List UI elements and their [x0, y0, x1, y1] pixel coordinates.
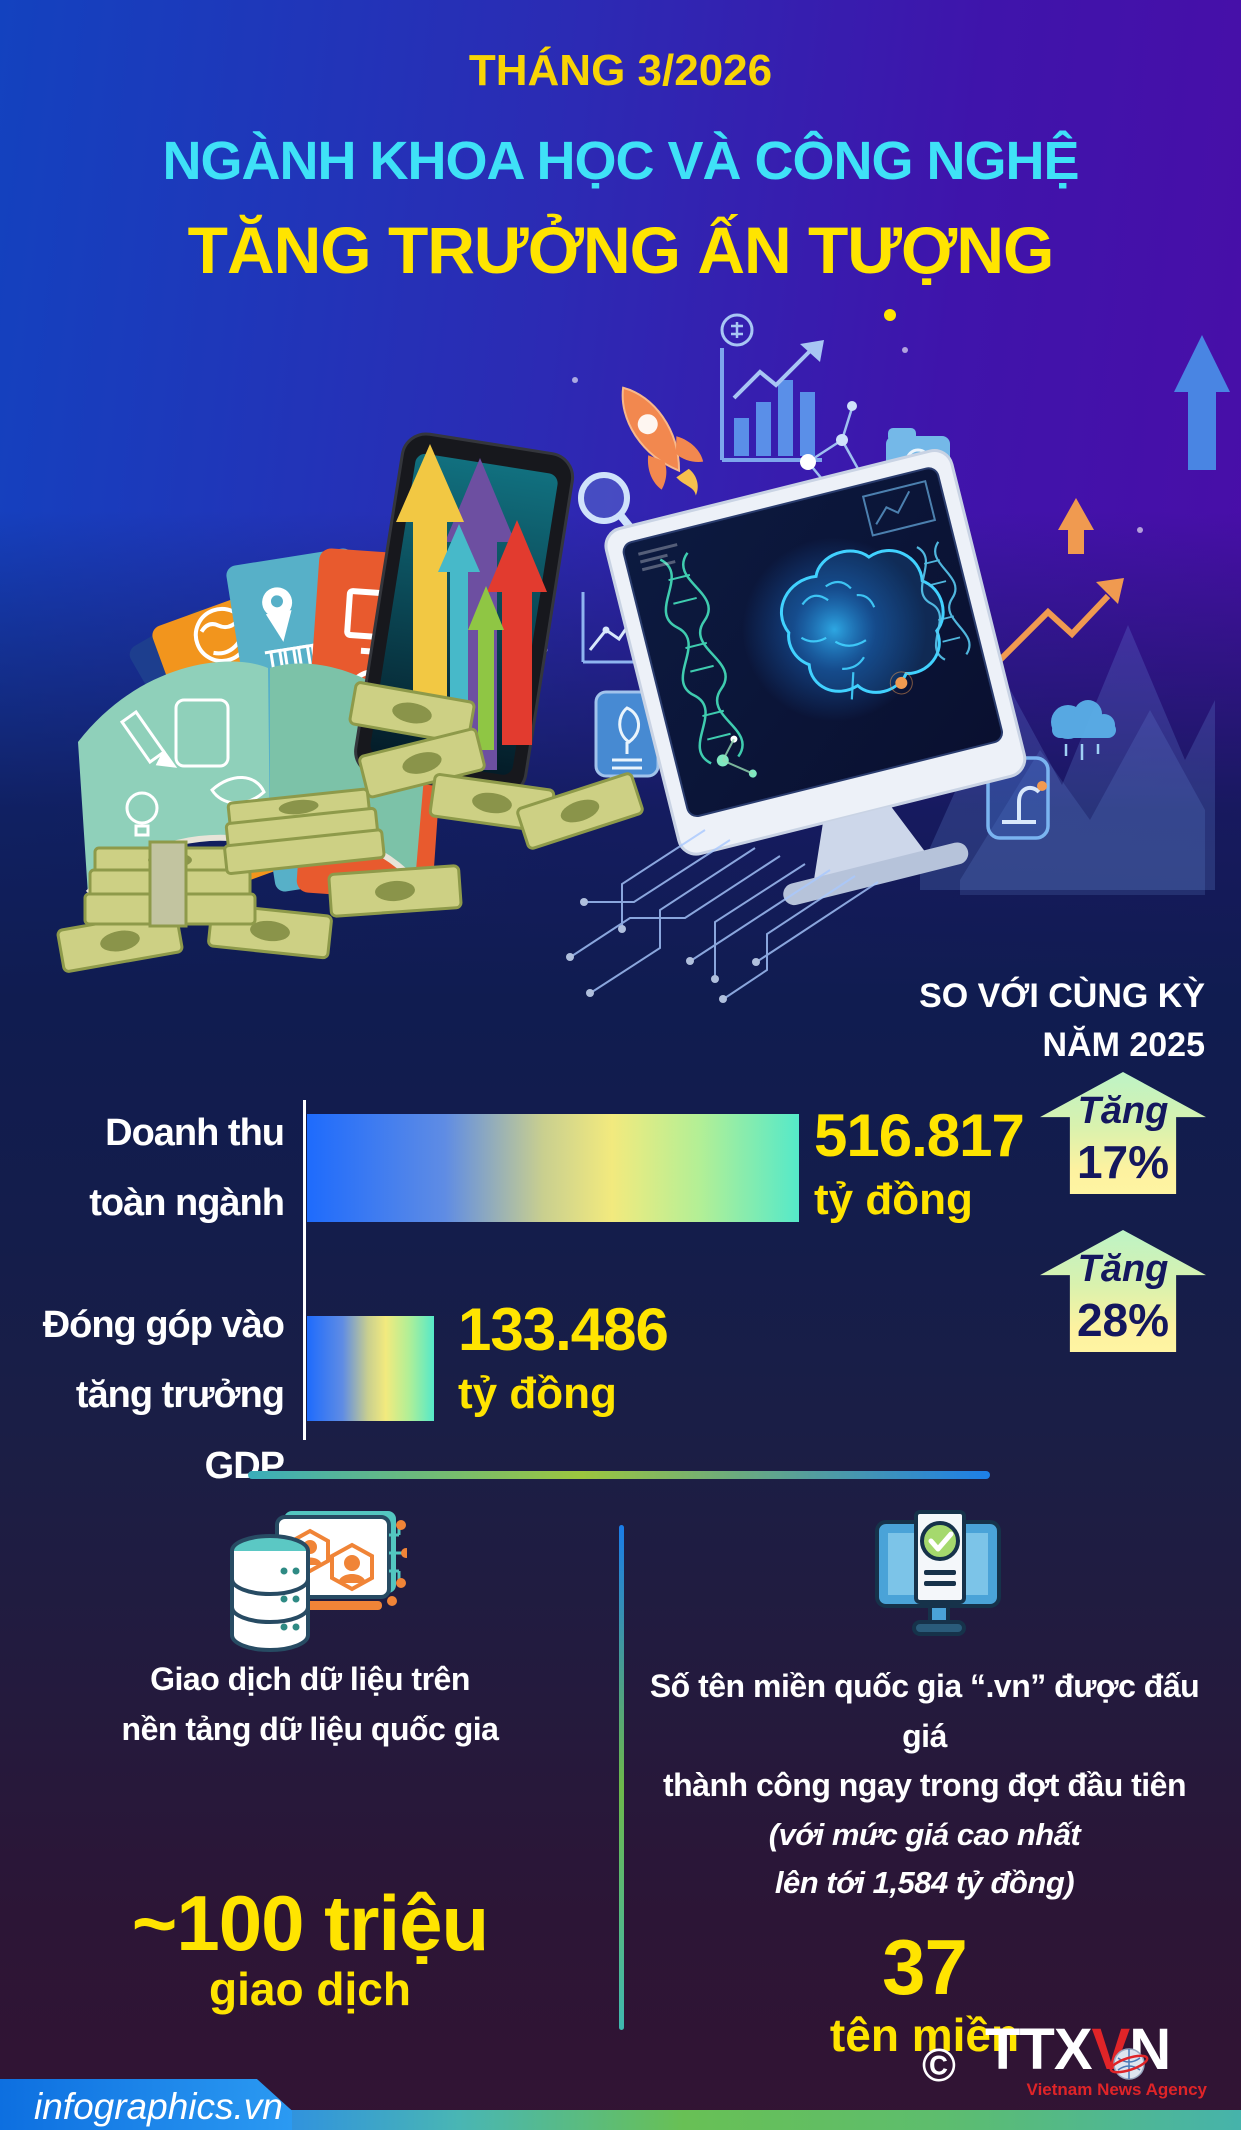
- money-illustration: [56, 681, 644, 973]
- right-panel-description: Số tên miền quốc gia “.vn” được đấu giá …: [632, 1662, 1217, 1907]
- robot-arm-icon: [986, 756, 1050, 840]
- growth-badge-gdp-word: Tăng: [1077, 1248, 1169, 1290]
- blue-arrow-icon: [1174, 335, 1230, 470]
- globe-icon: [1109, 2048, 1149, 2080]
- bar-label-gdp-line2: tăng trưởng GDP: [75, 1374, 285, 1487]
- agency-name: Vietnam News Agency: [1026, 2080, 1207, 2099]
- page-title: NGÀNH KHOA HỌC VÀ CÔNG NGHỆ: [162, 131, 1079, 191]
- growth-badge-gdp: Tăng 28%: [1040, 1230, 1206, 1352]
- rocket-icon: [621, 386, 704, 496]
- site-url: infographics.vn: [34, 2086, 283, 2127]
- horizontal-divider: [248, 1471, 990, 1479]
- left-panel-desc-line1: Giao dịch dữ liệu trên: [150, 1661, 470, 1697]
- bar-revenue: [307, 1114, 799, 1222]
- bar-value-revenue: 516.817 tỷ đồng: [814, 1102, 1025, 1224]
- comparison-note-line1: SO VỚI CÙNG KỲ: [919, 977, 1205, 1015]
- bar-value-gdp-unit: tỷ đồng: [458, 1369, 617, 1418]
- bar-chart-icon: [720, 313, 824, 462]
- left-panel-value: ~100 triệu: [131, 1879, 489, 1967]
- bar-value-revenue-unit: tỷ đồng: [814, 1175, 973, 1224]
- bar-value-gdp: 133.486 tỷ đồng: [458, 1296, 669, 1418]
- growth-badge-gdp-percent: 28%: [1076, 1294, 1170, 1346]
- right-panel-desc-line2: thành công ngay trong đợt đầu tiên: [662, 1767, 1187, 1804]
- cloud-icon: [1051, 700, 1116, 760]
- circuit-traces: [566, 829, 879, 1003]
- comparison-note: SO VỚI CÙNG KỲ NĂM 2025: [919, 972, 1205, 1071]
- orange-arrow-icon: [992, 498, 1124, 668]
- bar-label-gdp: Đóng góp vào tăng trưởng GDP: [36, 1290, 285, 1501]
- bar-label-revenue: Doanh thu toàn ngành: [36, 1098, 285, 1239]
- domain-auction-icon: [875, 1510, 1001, 1636]
- copyright-symbol: ©: [922, 2039, 956, 2091]
- logo-ttx-text: TTX: [985, 2017, 1093, 2082]
- sparkle-dots: [542, 309, 1143, 653]
- bar-value-revenue-number: 516.817: [814, 1102, 1025, 1169]
- comparison-note-line2: NĂM 2025: [1042, 1026, 1205, 1065]
- bar-value-gdp-number: 133.486: [458, 1296, 669, 1363]
- kicker-month: THÁNG 3/2026: [468, 46, 773, 95]
- monitor-brain-illustration: [604, 449, 1027, 906]
- bar-gdp: [307, 1316, 434, 1421]
- growth-badge-revenue-word: Tăng: [1077, 1090, 1169, 1132]
- database-card-icon: [230, 1511, 407, 1652]
- growth-badge-revenue-percent: 17%: [1076, 1136, 1170, 1188]
- bar-label-revenue-line2: toàn ngành: [89, 1182, 285, 1225]
- right-panel-unit: tên miền: [829, 2009, 1020, 2061]
- right-panel-desc-line1: Số tên miền quốc gia “.vn” được đấu giá: [649, 1668, 1200, 1754]
- chart-axis: [303, 1100, 306, 1440]
- footer-strip: [0, 2110, 1241, 2130]
- left-panel-description: Giao dịch dữ liệu trên nền tảng dữ liệu …: [30, 1655, 590, 1754]
- left-panel-unit: giao dịch: [209, 1963, 411, 2015]
- right-panel-value: 37: [882, 1923, 968, 2011]
- growth-arrows-illustration: [396, 444, 547, 770]
- left-panel-desc-line2: nền tảng dữ liệu quốc gia: [121, 1710, 499, 1747]
- hero-illustration: [56, 309, 1230, 1003]
- growth-badge-revenue: Tăng 17%: [1040, 1072, 1206, 1194]
- right-panel-note-line2: lên tới 1,584 tỷ đồng): [774, 1864, 1075, 1900]
- site-banner: [0, 2079, 292, 2130]
- right-panel-note-line1: (với mức giá cao nhất: [768, 1816, 1081, 1852]
- page-subtitle: TĂNG TRƯỞNG ẤN TƯỢNG: [187, 213, 1055, 287]
- bar-label-gdp-line1: Đóng góp vào: [42, 1304, 285, 1346]
- peaks-decor: [920, 625, 1215, 895]
- bar-label-revenue-line1: Doanh thu: [105, 1112, 285, 1154]
- vertical-divider: [619, 1525, 624, 2030]
